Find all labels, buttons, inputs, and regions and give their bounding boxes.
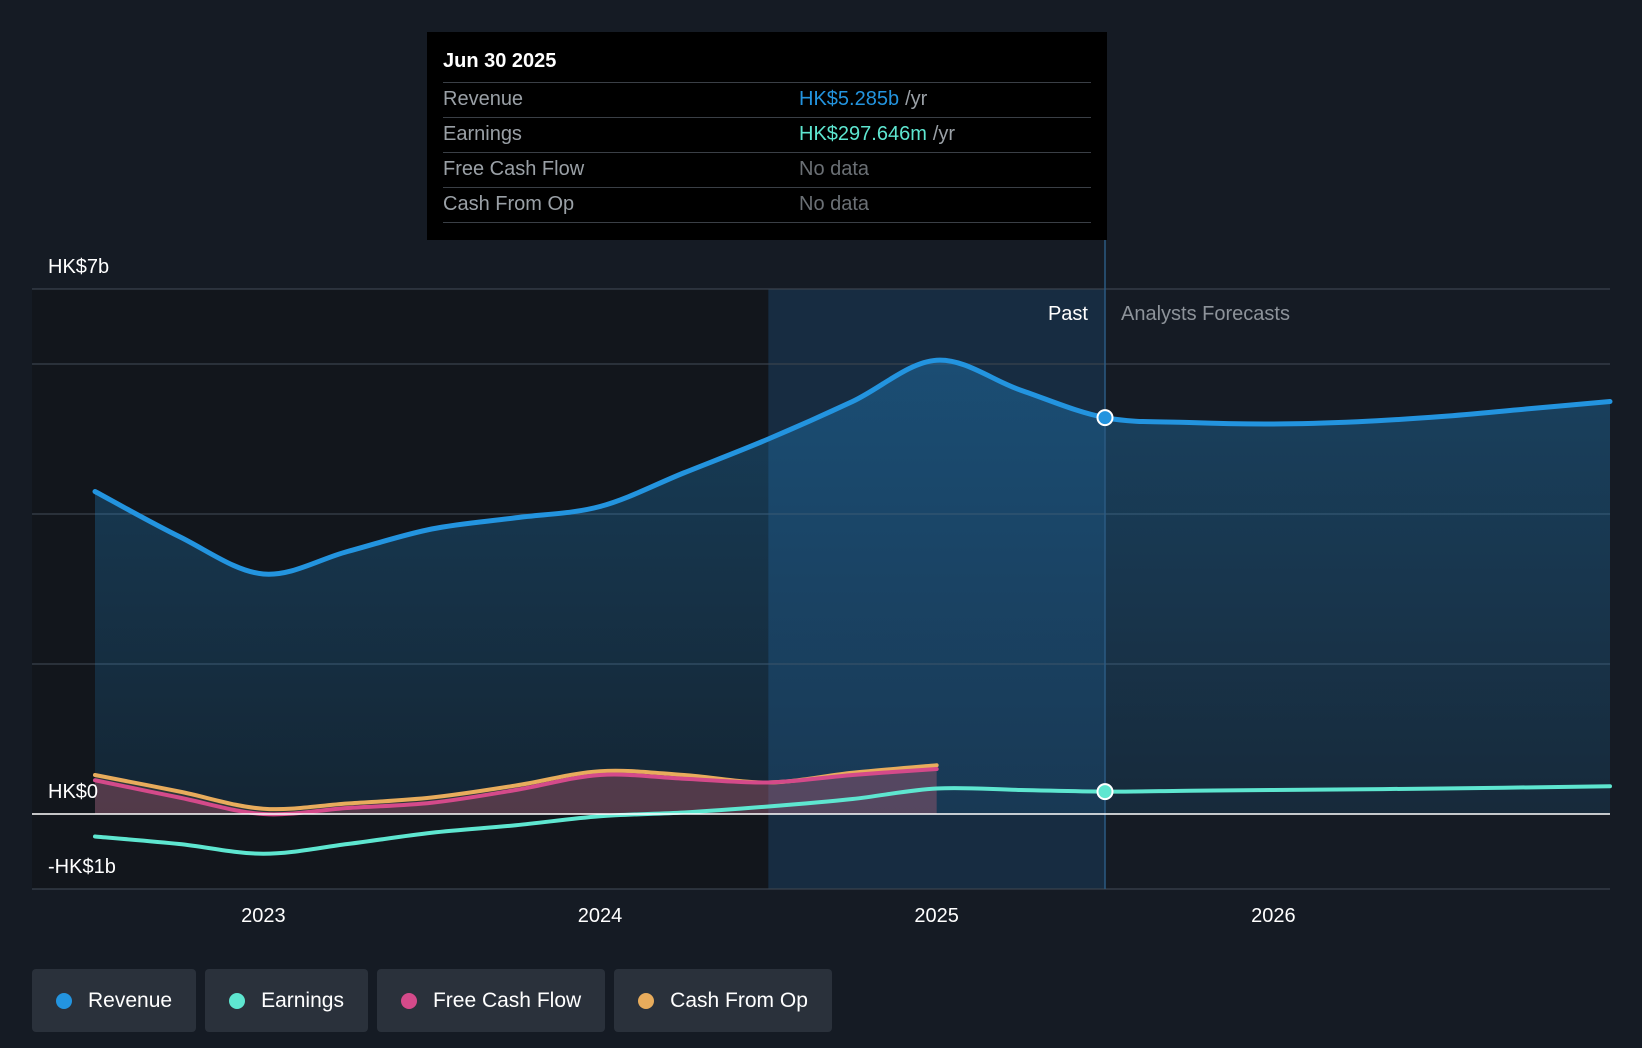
legend: Revenue Earnings Free Cash Flow Cash Fro… (32, 969, 832, 1032)
legend-label: Earnings (261, 988, 344, 1012)
tooltip-label: Revenue (443, 88, 524, 110)
x-tick-label: 2024 (578, 905, 623, 927)
x-tick-label: 2025 (914, 905, 959, 927)
tooltip-row-free-cash-flow: Free Cash Flow No data (443, 152, 1091, 187)
tooltip-value: No data (799, 158, 870, 180)
tooltip-row-revenue: Revenue HK$5.285b /yr (443, 82, 1091, 117)
legend-item-cash-from-op[interactable]: Cash From Op (614, 969, 832, 1032)
legend-item-earnings[interactable]: Earnings (205, 969, 368, 1032)
x-axis-labels: 2023 2024 2025 2026 (241, 905, 1296, 927)
legend-item-revenue[interactable]: Revenue (32, 969, 197, 1032)
tooltip-value: HK$5.285b (799, 88, 900, 110)
tooltip-label: Free Cash Flow (443, 158, 585, 180)
legend-dot-icon (400, 992, 417, 1009)
earnings-point (1096, 783, 1114, 801)
legend-dot-icon (229, 992, 246, 1009)
legend-dot-icon (56, 992, 72, 1009)
tooltip-row-earnings: Earnings HK$297.646m /yr (443, 117, 1091, 152)
x-tick-label: 2026 (1251, 905, 1296, 927)
y-tick-label: -HK$1b (48, 856, 116, 878)
revenue-point (1096, 409, 1114, 427)
revenue-area (95, 360, 1610, 814)
highlight-points (1096, 409, 1114, 801)
revenue-line (92, 357, 1613, 577)
series-lines (92, 357, 1613, 856)
tooltip-unit: /yr (932, 123, 956, 145)
past-label: Past (1048, 303, 1088, 325)
tooltip-row-cash-from-op: Cash From Op No data (443, 187, 1091, 223)
legend-label: Revenue (88, 988, 173, 1012)
y-tick-label: HK$7b (48, 256, 109, 278)
x-tick-label: 2023 (241, 905, 286, 927)
legend-dot-icon (638, 992, 655, 1009)
analysts-forecasts-label: Analysts Forecasts (1121, 303, 1290, 325)
free-cash-flow-line (93, 767, 939, 817)
earnings-line (93, 784, 1612, 856)
tooltip-unit: /yr (905, 88, 928, 110)
tooltip-value: No data (799, 193, 870, 215)
legend-label: Free Cash Flow (432, 988, 582, 1012)
y-axis-labels: HK$7b HK$0 -HK$1b (48, 256, 116, 878)
tooltip-label: Earnings (443, 123, 522, 145)
tooltip: Jun 30 2025 Revenue HK$5.285b /yr Earnin… (427, 32, 1107, 240)
tooltip-label: Cash From Op (443, 193, 575, 215)
legend-label: Cash From Op (670, 988, 808, 1012)
legend-item-free-cash-flow[interactable]: Free Cash Flow (376, 969, 606, 1032)
tooltip-value: HK$297.646m (799, 123, 927, 145)
tooltip-date: Jun 30 2025 (443, 50, 557, 72)
y-tick-label: HK$0 (48, 781, 98, 803)
